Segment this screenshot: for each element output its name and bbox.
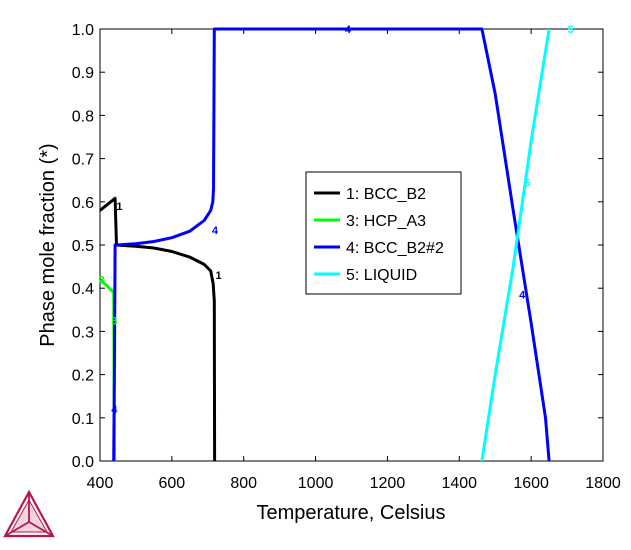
series-line-1 xyxy=(99,196,217,462)
y-tick-label: 0.4 xyxy=(72,281,94,298)
legend-label: 4: BCC_B2#2 xyxy=(346,240,444,257)
point-labels-layer: 1 1 3 3 4 4 4 4 5 5 xyxy=(99,24,574,416)
x-tick-label: 1200 xyxy=(370,475,406,492)
y-tick-label: 0.5 xyxy=(72,238,94,255)
series-marker-label: 5 xyxy=(524,177,530,189)
x-tick-label: 600 xyxy=(159,475,186,492)
legend-label: 5: LIQUID xyxy=(346,267,417,284)
series-marker-label: 4 xyxy=(345,24,352,36)
series-line-3 xyxy=(112,27,551,462)
series-layer xyxy=(99,27,551,462)
y-tick-label: 0.7 xyxy=(72,152,94,169)
legend: 1: BCC_B2 3: HCP_A3 4: BCC_B2#2 5: LIQUID xyxy=(305,171,462,295)
series-line-4 xyxy=(480,28,551,462)
series-line-2 xyxy=(99,278,116,462)
series-marker-label: 4 xyxy=(212,225,219,237)
series-marker-label: 4 xyxy=(111,404,118,416)
series-marker-label: 5 xyxy=(568,24,574,36)
y-tick-label: 0.6 xyxy=(72,195,94,212)
series-marker-label: 1 xyxy=(116,201,122,213)
y-tick-label: 0.3 xyxy=(72,324,94,341)
x-tick-label: 1800 xyxy=(585,475,621,492)
y-tick-label: 0.1 xyxy=(72,411,94,428)
legend-label: 1: BCC_B2 xyxy=(346,186,426,203)
x-tick-label: 800 xyxy=(230,475,257,492)
x-tick-label: 1400 xyxy=(441,475,477,492)
y-tick-label: 0.2 xyxy=(72,368,94,385)
x-axis-ticks: 400 600 800 1000 1200 1400 1600 1800 xyxy=(87,29,621,492)
series-marker-label: 4 xyxy=(519,290,526,302)
y-tick-label: 0.0 xyxy=(72,454,94,471)
y-axis-ticks: 0.0 0.1 0.2 0.3 0.4 0.5 0.6 0.7 0.8 0.9 1.0 xyxy=(72,22,603,471)
series-marker-label: 3 xyxy=(111,316,117,328)
thermo-calc-logo xyxy=(3,489,55,538)
y-tick-label: 0.8 xyxy=(72,108,94,125)
y-tick-label: 1.0 xyxy=(72,22,94,39)
y-tick-label: 0.9 xyxy=(72,65,94,82)
series-marker-label: 1 xyxy=(216,270,222,282)
x-tick-label: 400 xyxy=(87,475,114,492)
x-tick-label: 1600 xyxy=(513,475,549,492)
legend-label: 3: HCP_A3 xyxy=(346,213,426,230)
x-axis-title: Temperature, Celsius xyxy=(257,502,446,524)
y-axis-title: Phase mole fraction (*) xyxy=(37,143,59,346)
x-tick-label: 1000 xyxy=(298,475,334,492)
series-marker-label: 3 xyxy=(99,275,105,287)
